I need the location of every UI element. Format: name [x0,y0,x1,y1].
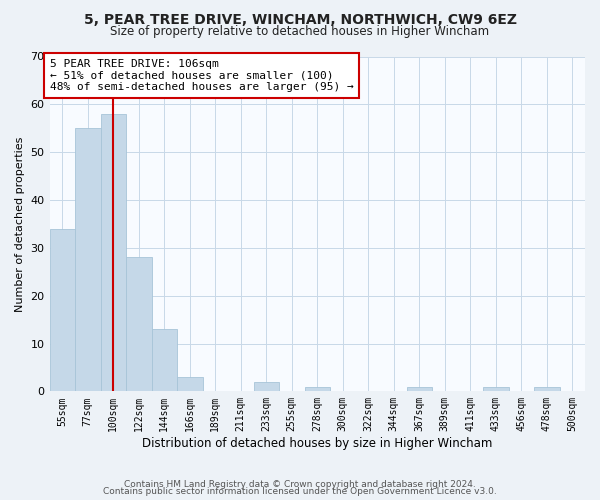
Y-axis label: Number of detached properties: Number of detached properties [15,136,25,312]
X-axis label: Distribution of detached houses by size in Higher Wincham: Distribution of detached houses by size … [142,437,493,450]
Bar [534,386,560,392]
Text: Contains HM Land Registry data © Crown copyright and database right 2024.: Contains HM Land Registry data © Crown c… [124,480,476,489]
Bar [152,329,177,392]
Text: 5 PEAR TREE DRIVE: 106sqm
← 51% of detached houses are smaller (100)
48% of semi: 5 PEAR TREE DRIVE: 106sqm ← 51% of detac… [50,59,353,92]
Text: Contains public sector information licensed under the Open Government Licence v3: Contains public sector information licen… [103,487,497,496]
Bar [483,386,509,392]
Bar [101,114,126,392]
Text: Size of property relative to detached houses in Higher Wincham: Size of property relative to detached ho… [110,25,490,38]
Text: 5, PEAR TREE DRIVE, WINCHAM, NORTHWICH, CW9 6EZ: 5, PEAR TREE DRIVE, WINCHAM, NORTHWICH, … [83,12,517,26]
Bar [254,382,279,392]
Bar [305,386,330,392]
Bar [75,128,101,392]
Bar [177,377,203,392]
Bar [126,258,152,392]
Bar [407,386,432,392]
Bar [50,228,75,392]
